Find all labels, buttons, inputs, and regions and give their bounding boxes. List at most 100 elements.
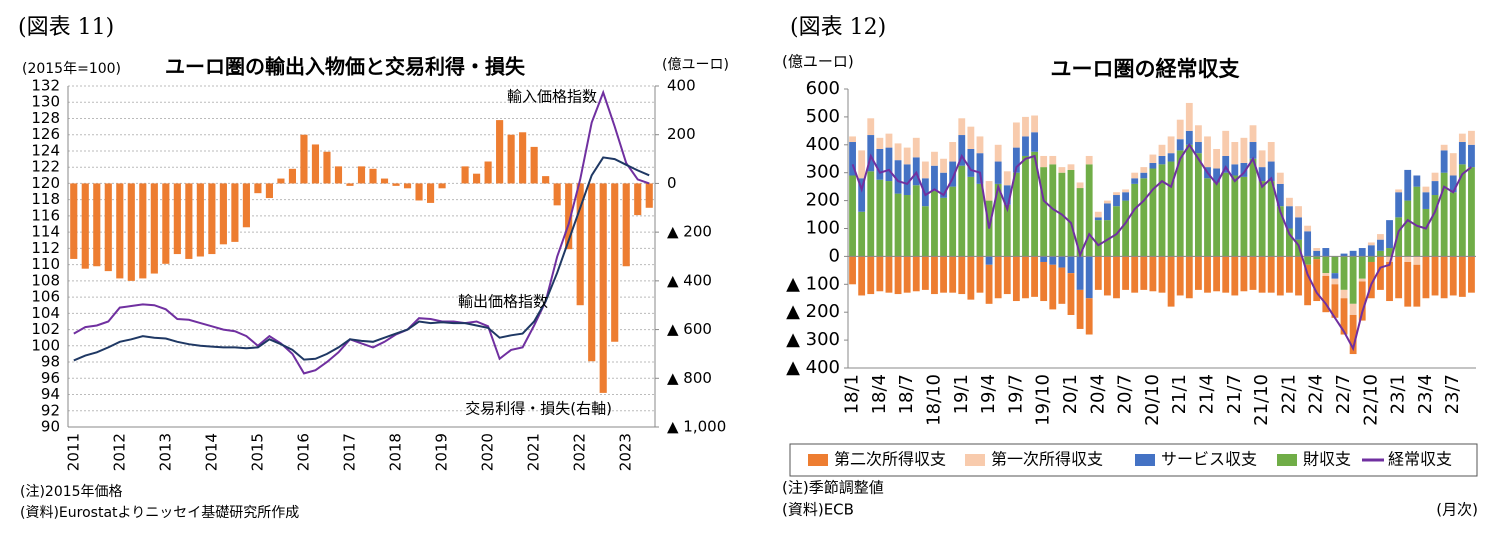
- x-tick-label: 2011: [64, 433, 82, 471]
- bar-segment: [1240, 137, 1248, 163]
- bar-segment: [1440, 144, 1448, 151]
- bar-segment: [876, 256, 884, 292]
- bar-segment: [885, 147, 893, 182]
- bar-segment: [858, 150, 866, 179]
- line: [851, 142, 1473, 352]
- bar-segment: [1085, 164, 1093, 257]
- y-tick-label: ▲ 200: [786, 301, 840, 322]
- bar-segment: [949, 256, 957, 293]
- y-tick-label: 200: [806, 190, 840, 211]
- x-tick-label: 18/4: [869, 374, 890, 414]
- y-tick-label: 300: [806, 162, 840, 183]
- bar: [277, 178, 285, 184]
- bar-segment: [1440, 256, 1448, 299]
- bar-segment: [1340, 298, 1348, 335]
- bar-segment: [1231, 164, 1239, 176]
- bar-segment: [1468, 256, 1475, 293]
- bar-segment: [1031, 256, 1038, 297]
- y-tick-label: 116: [31, 206, 60, 224]
- bar-segment: [1113, 206, 1120, 257]
- bar-segment: [921, 256, 929, 290]
- x-tick-label: 22/4: [1306, 374, 1327, 414]
- x-tick-label: 2021: [525, 433, 543, 471]
- bar: [611, 183, 619, 342]
- legend-marker: [1135, 454, 1155, 466]
- bar-segment: [958, 165, 966, 257]
- bar-segment: [1185, 144, 1193, 257]
- bar-segment: [1194, 256, 1202, 290]
- bar-segment: [994, 183, 1002, 257]
- bar: [81, 183, 89, 269]
- bar-segment: [1031, 132, 1038, 152]
- bar-segment: [921, 178, 929, 207]
- x-tick-label: 20/7: [1115, 374, 1136, 414]
- bar: [300, 134, 308, 184]
- bar-segment: [1276, 206, 1284, 257]
- bar-segment: [1276, 172, 1284, 184]
- bar-segment: [1240, 256, 1248, 292]
- y-tick-label: 106: [31, 288, 60, 306]
- bar-segment: [1185, 102, 1193, 131]
- legend-label: 第二次所得収支: [834, 450, 946, 469]
- y-tick-label: 600: [806, 78, 840, 99]
- bar-segment: [1249, 142, 1257, 159]
- bar-segment: [1213, 168, 1221, 183]
- bar-segment: [1167, 161, 1175, 257]
- bar: [334, 166, 343, 184]
- x-tick-label: 18/10: [923, 374, 944, 426]
- bar-segment: [1067, 273, 1075, 315]
- bar-segment: [1194, 142, 1202, 154]
- y-tick-label: 100: [31, 336, 60, 354]
- bar-segment: [1113, 256, 1120, 299]
- bar-segment: [1449, 192, 1457, 257]
- y2-tick-label: 200: [667, 125, 696, 143]
- bar-segment: [1386, 220, 1393, 249]
- line: [73, 89, 650, 375]
- chart-title: ユーロ圏の経常収支: [1051, 57, 1241, 81]
- x-tick-label: 2015: [248, 433, 266, 471]
- bar-segment: [849, 175, 856, 257]
- bar-segment: [1040, 167, 1048, 257]
- bar-segment: [1313, 248, 1321, 251]
- y2-tick-label: 400: [667, 77, 696, 95]
- bar-segment: [1076, 256, 1084, 290]
- bar: [357, 166, 366, 184]
- bar-segment: [1267, 256, 1275, 293]
- bar: [484, 161, 492, 184]
- bar-segment: [1231, 175, 1239, 257]
- bar-segment: [1349, 303, 1357, 315]
- bar-segment: [1322, 256, 1330, 274]
- y-tick-label: 122: [31, 158, 60, 176]
- x-axis-label: (月次): [1436, 501, 1478, 519]
- bar: [254, 183, 262, 194]
- bar-segment: [1094, 211, 1102, 218]
- bar-segment: [1304, 225, 1312, 232]
- bar-segment: [1468, 167, 1475, 257]
- y-tick-label: 124: [31, 141, 60, 159]
- bar-segment: [1413, 186, 1421, 257]
- bar-segment: [1031, 151, 1038, 257]
- bar-segment: [1349, 250, 1357, 257]
- bar-segment: [976, 256, 984, 293]
- bar-segment: [958, 135, 966, 166]
- bar-segment: [867, 171, 875, 257]
- bar-segment: [1431, 181, 1439, 196]
- x-tick-label: 18/7: [896, 374, 917, 414]
- series-label: 輸入価格指数: [507, 88, 597, 106]
- x-tick-label: 2016: [294, 433, 312, 471]
- bar-segment: [1468, 130, 1475, 145]
- bar-segment: [894, 193, 902, 257]
- y-tick-label: ▲ 100: [786, 273, 840, 294]
- bar-segment: [1040, 256, 1048, 262]
- bar-segment: [931, 165, 938, 191]
- bar: [208, 183, 216, 255]
- bar-segment: [1058, 167, 1066, 173]
- bar-segment: [912, 256, 920, 292]
- bar-segment: [1049, 164, 1057, 257]
- bar-segment: [885, 181, 893, 257]
- bar-segment: [876, 148, 884, 180]
- bar-segment: [1367, 261, 1375, 299]
- bar: [507, 134, 515, 184]
- bar-segment: [1194, 153, 1202, 257]
- line: [73, 156, 650, 362]
